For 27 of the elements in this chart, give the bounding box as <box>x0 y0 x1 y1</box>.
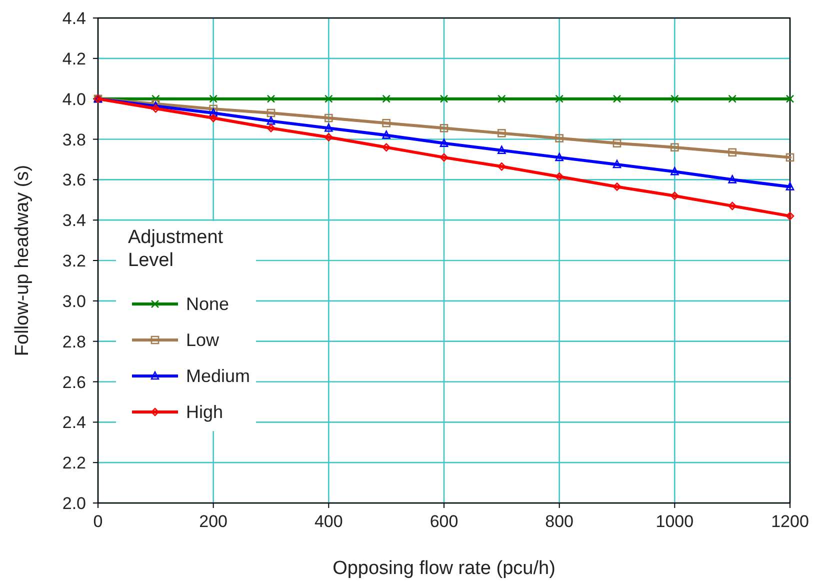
legend-title: Adjustment Level <box>128 227 224 271</box>
y-tick-label: 4.2 <box>62 49 86 68</box>
y-tick-label: 3.2 <box>62 252 86 270</box>
y-tick-label: 2.8 <box>62 332 86 352</box>
y-tick-label: 3.6 <box>62 170 86 190</box>
x-tick-label: 800 <box>545 512 574 531</box>
y-tick-label: 2.4 <box>62 413 86 432</box>
legend-label: Low <box>186 330 220 350</box>
legend-label: None <box>186 294 230 314</box>
x-tick-label: 600 <box>430 512 458 531</box>
y-tick-label: 2.2 <box>62 454 86 473</box>
y-tick-label: 4.0 <box>62 90 86 109</box>
y-axis-title: Follow-up headway (s) <box>12 164 33 356</box>
legend-label: High <box>186 402 224 422</box>
y-tick-label: 3.8 <box>62 130 86 150</box>
y-tick-label: 4.4 <box>62 9 86 28</box>
x-tick-label: 400 <box>314 512 343 531</box>
x-tick-label: 0 <box>93 512 103 531</box>
y-tick-label: 3.0 <box>62 292 86 311</box>
y-tick-label: 2.6 <box>62 372 86 392</box>
x-tick-label: 200 <box>199 512 228 531</box>
x-tick-label: 1000 <box>656 512 694 531</box>
y-tick-label: 2.0 <box>62 494 86 513</box>
legend-label: Medium <box>186 366 250 386</box>
x-axis-title: Opposing flow rate (pcu/h) <box>332 558 556 579</box>
y-tick-label: 3.4 <box>62 211 86 230</box>
x-tick-label: 1200 <box>771 512 809 531</box>
